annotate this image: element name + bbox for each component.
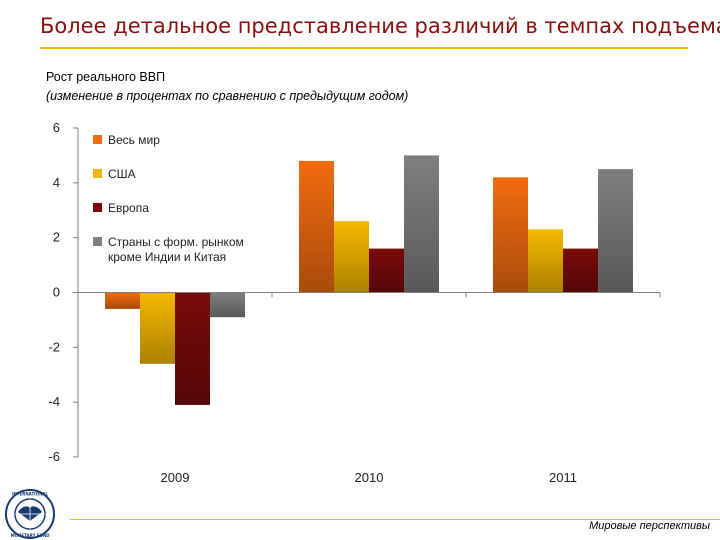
chart-subtitle: (изменение в процентах по сравнению с пр… <box>46 89 409 103</box>
footer-rule <box>70 519 720 520</box>
bar-2009-series-4 <box>210 292 245 318</box>
bar-2011-series-4 <box>598 169 633 293</box>
legend-swatch <box>93 203 102 212</box>
bar-2009-series-1 <box>105 292 140 309</box>
y-tick-label: -4 <box>48 394 60 409</box>
bar-2010-series-2 <box>334 221 369 293</box>
title-underline <box>40 47 688 49</box>
bar-2009-series-2 <box>140 292 175 364</box>
legend-swatch <box>93 135 102 144</box>
svg-text:MONETARY FUND: MONETARY FUND <box>11 533 50 538</box>
legend-swatch <box>93 237 102 246</box>
svg-text:INTERNATIONAL: INTERNATIONAL <box>12 492 49 497</box>
y-tick-label: 0 <box>53 285 60 300</box>
y-tick-label: 4 <box>53 175 60 190</box>
bar-2010-series-3 <box>369 248 404 293</box>
slide-title: Более детальное представление различий в… <box>40 14 720 38</box>
footer-brand: Мировые перспективы <box>589 520 710 532</box>
bar-2010-series-1 <box>299 160 334 293</box>
legend-label: Страны с форм. рынком кроме Индии и Китая <box>108 235 244 264</box>
bar-2011-series-1 <box>493 177 528 293</box>
bar-2009-series-3 <box>175 292 210 405</box>
y-tick-label: -6 <box>48 449 60 464</box>
bar-2010-series-4 <box>404 155 439 293</box>
x-tick-label: 2010 <box>355 470 384 485</box>
x-tick-label: 2011 <box>549 470 577 485</box>
imf-logo: INTERNATIONAL MONETARY FUND <box>5 489 55 539</box>
legend-label: Весь мир <box>108 133 160 147</box>
y-tick-label: 2 <box>53 230 60 245</box>
legend-label: Европа <box>108 201 149 215</box>
legend-label: США <box>108 167 136 181</box>
chart-title: Рост реального ВВП <box>46 70 166 84</box>
y-tick-label: -2 <box>48 339 60 354</box>
bar-2011-series-3 <box>563 248 598 293</box>
y-tick-label: 6 <box>53 120 60 135</box>
x-tick-label: 2009 <box>161 470 190 485</box>
bar-2011-series-2 <box>528 229 563 293</box>
legend-swatch <box>93 169 102 178</box>
